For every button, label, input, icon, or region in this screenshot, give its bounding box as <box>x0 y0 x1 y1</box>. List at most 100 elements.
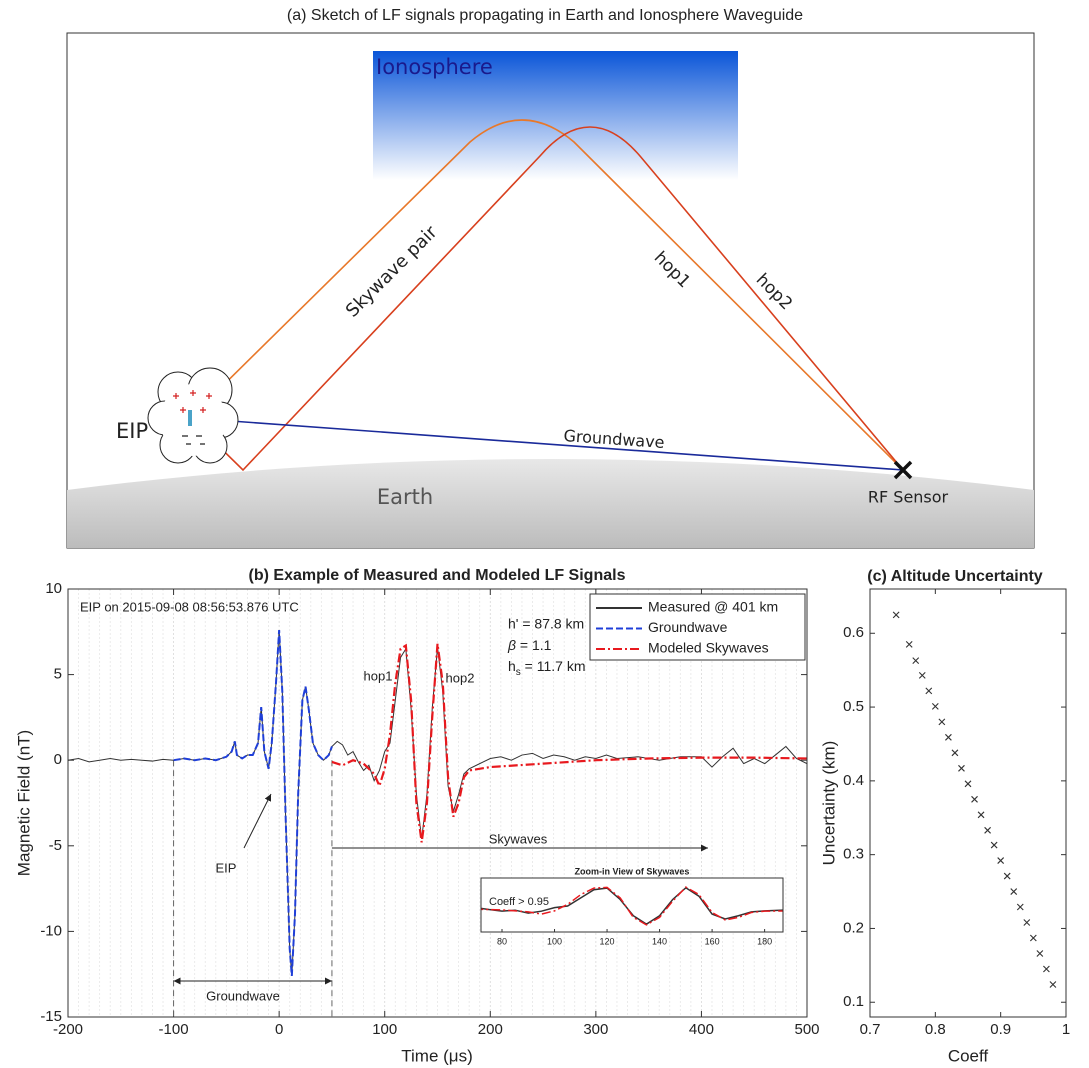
sensor-mark <box>893 460 913 480</box>
inset-x-tick-label: 180 <box>757 936 772 946</box>
groundwave-path <box>189 417 904 471</box>
inset-frame <box>480 877 784 933</box>
scatter-point <box>892 611 900 619</box>
scatter-point <box>964 780 972 788</box>
event-label: EIP on 2015-09-08 08:56:53.876 UTC <box>80 599 299 614</box>
scatter-point <box>984 826 991 834</box>
y-tick-label: 0.4 <box>843 772 864 789</box>
y-axis-label: Uncertainty (km) <box>819 741 838 866</box>
x-axis-label: Time (μs) <box>401 1046 473 1065</box>
x-tick-label: -100 <box>159 1021 189 1038</box>
eip-arrow <box>243 793 272 849</box>
y-tick-label: 0.5 <box>843 698 864 715</box>
eip-label: EIP <box>116 419 148 443</box>
y-tick-label: -5 <box>49 837 62 854</box>
scatter-point <box>938 718 946 726</box>
negative-charges <box>182 435 205 445</box>
scatter-point <box>1016 903 1024 911</box>
chart-body: -200 -100 0 100 200 300 400 500 -15 -10 -5 0 5 10 Meas… <box>40 580 819 1038</box>
scatter-point <box>958 764 965 772</box>
hs-label: hs = 11.7 km <box>508 658 586 678</box>
x-tick-label: 500 <box>794 1021 819 1038</box>
skywaves-annotation: Skywaves <box>489 831 548 846</box>
scatter-point <box>1010 888 1018 895</box>
hs-base: h <box>508 658 516 674</box>
inset-x-tick-label: 80 <box>497 936 507 946</box>
inset-annotation: Coeff > 0.95 <box>489 896 549 908</box>
beta-value: = 1.1 <box>516 637 552 653</box>
x-tick-label: 400 <box>689 1021 714 1038</box>
eip-source <box>188 410 192 426</box>
scatter-point <box>1003 872 1011 880</box>
inset-x-tick-label: 120 <box>600 936 615 946</box>
inset-x-tick-label: 100 <box>547 936 562 946</box>
scatter-point <box>918 671 926 679</box>
x-tick-label: 100 <box>372 1021 397 1038</box>
x-tick-label: -200 <box>53 1021 83 1038</box>
scatter-point <box>945 733 952 741</box>
h-prime-label: h' = 87.8 km <box>508 616 584 632</box>
hop2-path <box>189 126 904 472</box>
legend-label: Measured @ 401 km <box>648 599 778 615</box>
y-tick-label: 0.6 <box>843 624 864 641</box>
beta-label: β = 1.1 <box>507 637 552 653</box>
ionosphere-label: Ionosphere <box>376 55 493 79</box>
groundwave-annotation: Groundwave <box>206 988 280 1003</box>
inset-x-tick-label: 160 <box>705 936 720 946</box>
x-tick-label: 300 <box>583 1021 608 1038</box>
plot-area <box>869 588 1067 1018</box>
eip-annotation: EIP <box>216 860 237 875</box>
inset-plot <box>481 886 783 926</box>
scatter-point <box>1023 919 1031 926</box>
hop1-label: hop1 <box>364 668 393 683</box>
x-tick-label: 0.8 <box>925 1021 946 1038</box>
cloud-core <box>160 384 226 456</box>
chart-title: (c) Altitude Uncertainty <box>867 568 1043 585</box>
scatter-point <box>951 749 959 757</box>
y-tick-label: 0 <box>54 751 62 768</box>
x-axis-label: Coeff <box>948 1046 989 1065</box>
positive-charges <box>173 390 212 413</box>
earth-surface <box>67 459 1034 548</box>
scatter-point <box>905 640 913 648</box>
earth-label: Earth <box>377 485 433 509</box>
scatter-point <box>1029 934 1037 942</box>
scatter-point <box>912 657 920 664</box>
scatter-point <box>925 687 933 695</box>
hop2-label: hop2 <box>446 670 475 685</box>
sketch-title: (a) Sketch of LF signals propagating in … <box>287 7 803 24</box>
cloud <box>147 367 239 464</box>
legend-box <box>589 593 806 661</box>
legend-label: Groundwave <box>648 619 728 635</box>
scatter-point <box>1043 965 1050 973</box>
y-tick-label: 0.3 <box>843 846 864 863</box>
scatter-point <box>971 795 978 803</box>
x-tick-label: 0.9 <box>990 1021 1011 1038</box>
panel-c: 0.7 0.8 0.9 1 0.1 0.2 0.3 0.4 0.5 0.6 (c) Altitud… <box>819 568 1070 1065</box>
inset-frame-bg <box>481 878 783 932</box>
y-axis-label: Magnetic Field (nT) <box>14 730 33 876</box>
y-tick-label: 5 <box>54 666 62 683</box>
chart-body: 0.7 0.8 0.9 1 0.1 0.2 0.3 0.4 0.5 0.6 <box>843 588 1070 1038</box>
y-tick-label: 0.1 <box>843 993 864 1010</box>
scatter-point <box>997 857 1005 864</box>
series-line <box>331 643 808 843</box>
plot-frame <box>67 588 808 1018</box>
inset-title: Zoom-in View of Skywaves <box>575 866 690 876</box>
x-tick-label: 0 <box>275 1021 283 1038</box>
scatter-point <box>1049 981 1057 988</box>
y-tick-label: -10 <box>40 922 62 939</box>
series-line <box>173 630 333 976</box>
hs-value: = 11.7 km <box>521 658 586 674</box>
x-tick-label: 1 <box>1062 1021 1070 1038</box>
panel-b: -200 -100 0 100 200 300 400 500 -15 -10 -5 0 5 10 Meas… <box>14 567 819 1065</box>
sensor-label: RF Sensor <box>868 488 949 507</box>
scatter-point <box>977 811 985 819</box>
scatter-point <box>1036 950 1044 957</box>
hop1-path <box>189 119 904 471</box>
scatter-point <box>931 702 939 710</box>
y-tick-label: -15 <box>40 1008 62 1025</box>
scatter-point <box>990 841 998 849</box>
x-tick-label: 200 <box>478 1021 503 1038</box>
